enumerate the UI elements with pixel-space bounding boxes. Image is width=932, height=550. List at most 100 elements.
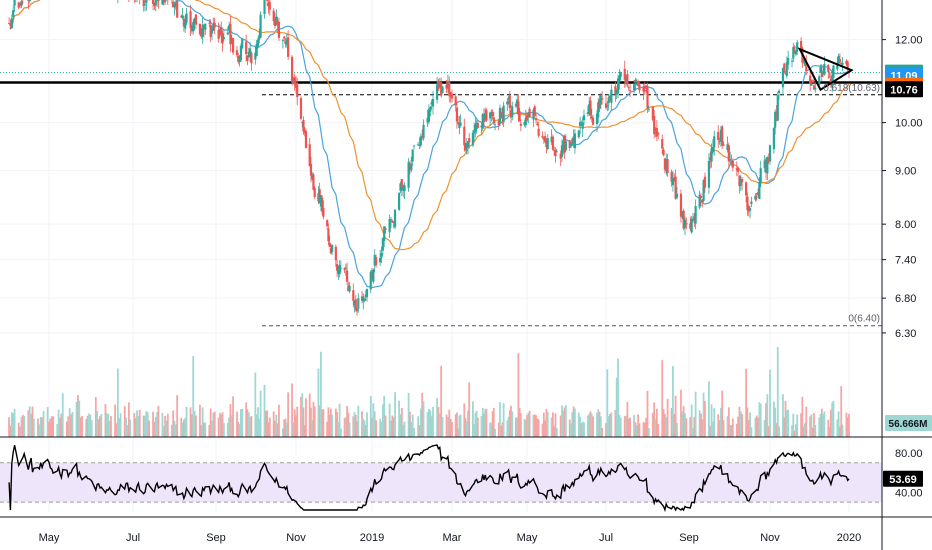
candle-body (240, 46, 242, 60)
volume-bar (648, 428, 650, 437)
candle-body (463, 127, 465, 146)
candle-body (312, 174, 314, 190)
candle-body (241, 39, 243, 48)
volume-bar (314, 406, 316, 437)
candle-body (266, 0, 268, 1)
volume-bar (741, 414, 743, 437)
volume-bar (451, 422, 453, 437)
candle-body (455, 96, 457, 105)
volume-bar (251, 416, 253, 437)
candle-body (750, 202, 752, 204)
candle-body (282, 40, 284, 41)
volume-bar (468, 382, 470, 437)
candle-body (656, 128, 658, 137)
volume-bar (833, 401, 835, 437)
candle-body (380, 253, 382, 257)
candle-body (401, 179, 403, 188)
rsi-tick-label: 40.00 (895, 487, 923, 499)
candle-body (648, 109, 650, 110)
candle-body (477, 123, 479, 128)
candle-body (12, 10, 14, 17)
candle-body (754, 196, 756, 200)
candle-body (535, 118, 537, 120)
volume-bar (81, 416, 83, 437)
candle-body (601, 98, 603, 99)
volume-bar (620, 418, 622, 437)
candle-body (722, 144, 724, 145)
candle-body (144, 4, 146, 5)
candle-body (394, 210, 396, 227)
candle-body (582, 122, 584, 128)
candle-body (800, 41, 802, 48)
candle-body (412, 150, 414, 162)
candle-body (8, 23, 10, 24)
volume-bar (538, 419, 540, 437)
candle-body (661, 139, 663, 149)
candle-body (676, 194, 678, 198)
volume-bar (323, 409, 325, 437)
volume-bar (777, 347, 779, 437)
volume-bar (413, 428, 415, 437)
candle-body (547, 138, 549, 149)
volume-bar (375, 420, 377, 437)
candle-body (712, 147, 714, 152)
candle-body (511, 106, 513, 117)
candle-body (626, 74, 628, 84)
candle-body (519, 111, 521, 121)
candle-body (181, 15, 183, 18)
candle-body (552, 137, 554, 150)
candle-body (787, 58, 789, 65)
volume-bar (460, 415, 462, 437)
volume-bar (357, 406, 359, 437)
x-tick-label: 2020 (837, 532, 861, 544)
candle-body (232, 38, 234, 53)
candle-body (291, 57, 293, 82)
rsi-tick-label: 80.00 (895, 448, 923, 460)
candle-body (657, 133, 659, 134)
volume-bar (503, 403, 505, 437)
candle-body (202, 25, 204, 37)
candle-body (143, 0, 145, 6)
candle-body (278, 22, 280, 38)
candle-body (250, 53, 252, 63)
candle-body (199, 24, 201, 34)
candle-body (741, 179, 743, 182)
candle-body (403, 185, 405, 191)
candle-body (538, 129, 540, 136)
candle-body (773, 128, 775, 149)
price-tags: 14.7611.1611.0910.8410.7656.666M (885, 0, 932, 431)
candle-body (691, 219, 693, 233)
candle-body (257, 39, 259, 47)
volume-bar (23, 416, 25, 437)
volume-bar (296, 407, 298, 437)
candle-body (302, 120, 304, 132)
candle-body (695, 206, 697, 224)
candle-body (287, 38, 289, 57)
candle-body (791, 61, 793, 62)
candle-body (778, 91, 780, 93)
candle-body (283, 37, 285, 39)
candle-body (737, 168, 739, 172)
candle-body (13, 0, 15, 6)
candle-body (745, 182, 747, 195)
volume-bar (14, 409, 16, 437)
candle-body (565, 141, 567, 150)
candle-body (646, 87, 648, 108)
candle-body (345, 268, 347, 269)
candle-body (783, 64, 785, 73)
candle-body (700, 196, 702, 198)
volume-bar (158, 406, 160, 437)
candle-body (728, 145, 730, 161)
volume-bar (186, 407, 188, 437)
candle-body (155, 0, 157, 5)
y-tick-label: 6.30 (895, 328, 916, 340)
candle-body (662, 150, 664, 156)
candle-body (441, 87, 443, 93)
candle-body (340, 268, 342, 269)
volume-bar (676, 423, 678, 437)
y-axis-ticks: 16.0014.0012.0010.009.008.007.406.806.30 (882, 0, 923, 340)
volume-bar (287, 392, 289, 437)
volume-bar (842, 425, 844, 437)
candle-body (814, 88, 816, 89)
